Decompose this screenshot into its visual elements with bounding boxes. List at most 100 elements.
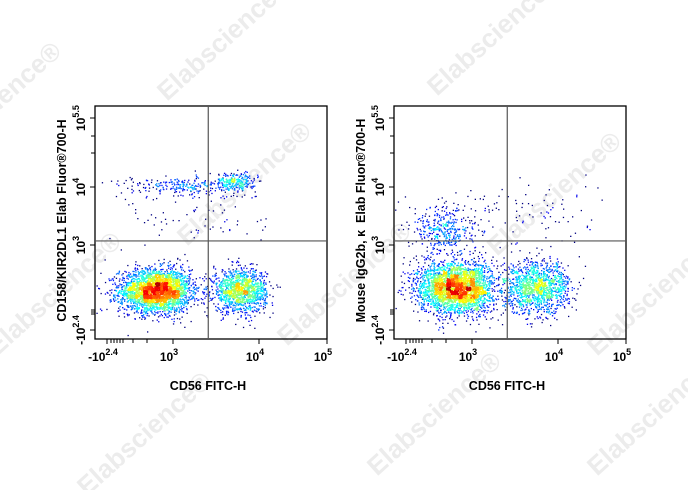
tick-base: 10	[74, 183, 88, 197]
data-point	[143, 277, 145, 279]
data-point	[222, 318, 224, 320]
data-point	[176, 279, 178, 281]
data-point	[120, 249, 122, 251]
data-point	[168, 283, 170, 285]
data-point	[194, 300, 196, 302]
data-point	[128, 276, 131, 278]
data-point	[223, 209, 226, 211]
data-point	[491, 310, 493, 312]
data-point	[476, 319, 478, 321]
data-point	[159, 300, 161, 302]
data-point	[197, 287, 200, 289]
data-point	[135, 275, 137, 277]
data-point	[166, 284, 168, 286]
data-point	[183, 189, 185, 191]
data-point	[245, 307, 248, 309]
data-point	[165, 294, 168, 297]
data-point	[249, 278, 251, 280]
data-point	[225, 179, 227, 181]
data-point	[222, 285, 224, 287]
data-point	[127, 306, 129, 308]
data-point	[234, 304, 236, 307]
data-point	[265, 294, 267, 296]
data-point	[144, 301, 146, 304]
data-point	[224, 221, 226, 223]
data-point	[149, 287, 151, 289]
data-point	[225, 285, 227, 288]
data-point	[193, 286, 195, 288]
data-point	[154, 267, 156, 269]
data-point	[229, 301, 231, 303]
data-point	[216, 282, 218, 284]
data-point	[157, 277, 159, 279]
data-point	[231, 283, 233, 285]
data-point	[169, 302, 171, 304]
data-point	[149, 284, 151, 287]
data-point	[229, 174, 232, 176]
data-point	[165, 175, 167, 177]
data-point	[547, 318, 549, 320]
data-point	[145, 280, 147, 282]
data-point	[131, 286, 133, 288]
data-point	[151, 277, 153, 280]
data-point	[210, 182, 212, 185]
data-point	[156, 285, 158, 287]
data-point	[146, 287, 149, 289]
data-point	[227, 276, 229, 278]
data-point	[142, 278, 144, 280]
data-point	[162, 282, 164, 285]
data-point	[162, 307, 164, 309]
data-point	[258, 293, 260, 295]
data-point	[222, 177, 224, 179]
data-point	[126, 295, 128, 298]
data-point	[263, 282, 265, 285]
data-point	[225, 183, 227, 185]
data-point	[235, 182, 237, 184]
data-point	[256, 278, 259, 280]
data-point	[147, 309, 149, 312]
data-point	[126, 309, 128, 311]
data-point	[475, 261, 477, 263]
data-point	[163, 293, 165, 296]
data-point	[159, 315, 161, 317]
data-point	[255, 274, 257, 276]
data-point	[237, 318, 239, 320]
data-point	[148, 288, 150, 290]
data-point	[163, 316, 165, 319]
data-point	[227, 295, 229, 297]
data-point	[155, 280, 157, 283]
data-point	[217, 288, 219, 290]
data-point	[175, 281, 177, 284]
data-point	[239, 303, 241, 305]
data-point	[246, 267, 248, 270]
data-point	[252, 274, 254, 277]
data-point	[144, 318, 146, 320]
data-point	[237, 279, 239, 281]
data-point	[222, 308, 225, 310]
data-point	[161, 229, 163, 231]
data-point	[253, 288, 255, 290]
data-point	[408, 287, 410, 289]
data-point	[156, 303, 158, 306]
data-point	[149, 281, 151, 283]
data-point	[145, 275, 148, 277]
data-point	[158, 183, 160, 185]
data-point	[146, 293, 148, 296]
data-point	[220, 204, 222, 206]
data-point	[220, 186, 222, 188]
data-point	[194, 284, 196, 286]
data-point	[165, 300, 167, 302]
data-point	[241, 288, 243, 290]
data-point	[219, 297, 221, 299]
data-point	[118, 273, 120, 275]
data-point	[183, 304, 185, 307]
data-point	[235, 285, 237, 287]
data-point	[168, 279, 171, 281]
data-point	[226, 174, 228, 177]
data-point	[154, 280, 156, 282]
data-point	[435, 323, 437, 325]
data-point	[168, 301, 170, 303]
data-point	[245, 309, 247, 311]
data-point	[176, 290, 179, 292]
